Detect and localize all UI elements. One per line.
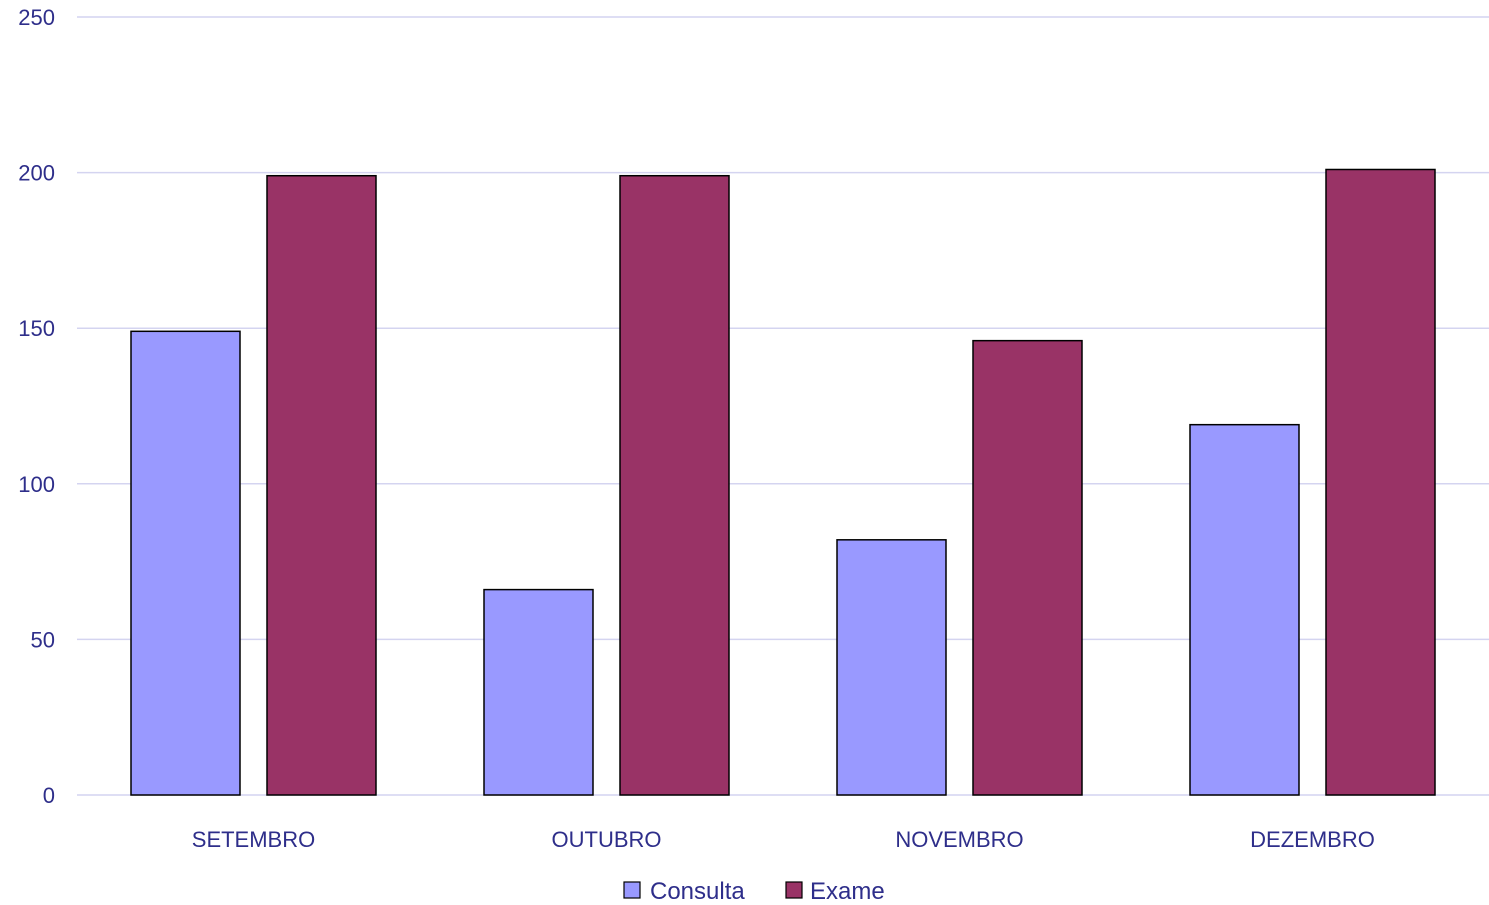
y-tick-label: 150 <box>18 316 55 341</box>
legend-label-consulta: Consulta <box>650 878 745 905</box>
bars <box>130 168 1436 796</box>
y-tick-label: 200 <box>18 161 55 186</box>
legend: Consulta Exame <box>623 878 885 905</box>
legend-label-exame: Exame <box>810 878 885 905</box>
y-tick-label: 0 <box>43 783 55 808</box>
y-tick-label: 250 <box>18 5 55 30</box>
bar-consulta-outubro <box>483 588 594 796</box>
bar-consulta-novembro <box>836 539 947 796</box>
x-axis-tick-labels: SETEMBRO OUTUBRO NOVEMBRO DEZEMBRO <box>192 827 1375 852</box>
y-axis-tick-labels: 0 50 100 150 200 250 <box>18 5 55 808</box>
y-tick-label: 50 <box>31 627 55 652</box>
bar-exame-setembro <box>266 174 377 796</box>
bar-exame-novembro <box>972 339 1083 796</box>
x-tick-label: NOVEMBRO <box>895 827 1023 852</box>
bar-consulta-dezembro <box>1189 423 1300 796</box>
bar-exame-dezembro <box>1325 168 1436 796</box>
x-tick-label: SETEMBRO <box>192 827 315 852</box>
x-tick-label: OUTUBRO <box>552 827 662 852</box>
legend-swatch-exame <box>785 881 803 899</box>
bar-consulta-setembro <box>130 330 241 796</box>
bar-exame-outubro <box>619 174 730 796</box>
legend-swatch-consulta <box>623 881 641 899</box>
x-tick-label: DEZEMBRO <box>1250 827 1375 852</box>
y-tick-label: 100 <box>18 472 55 497</box>
